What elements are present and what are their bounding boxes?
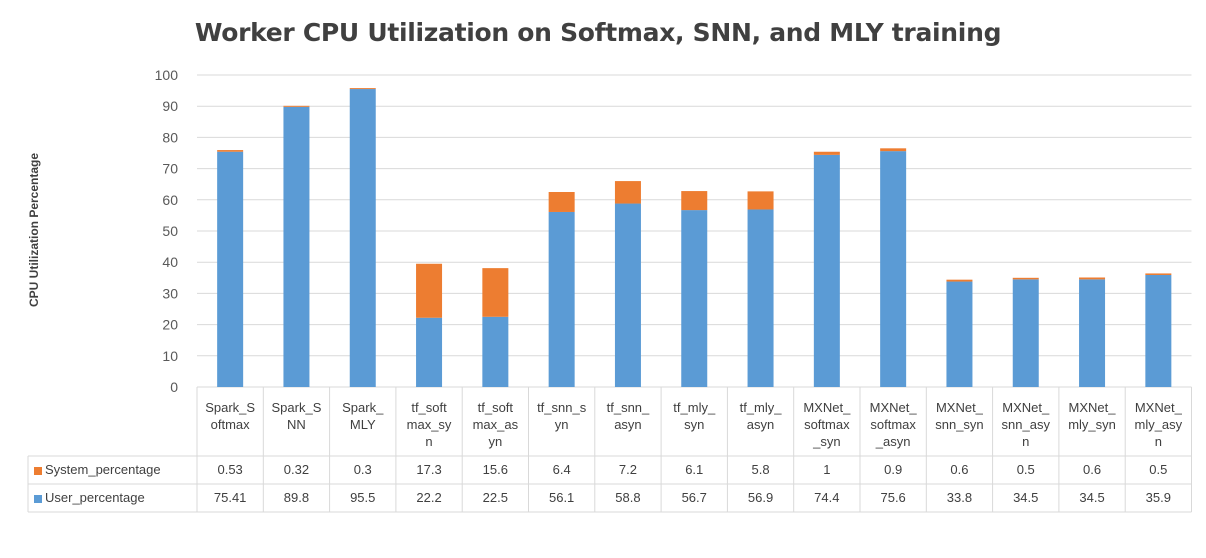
data-label: 75.41 [213, 490, 247, 505]
bar-system-percentage [813, 151, 840, 155]
data-label: 35.9 [1145, 490, 1171, 505]
bar-user-percentage [813, 154, 840, 387]
bar-user-percentage [747, 209, 774, 387]
y-tick-label: 20 [162, 317, 178, 333]
bar-user-percentage [283, 106, 310, 387]
y-tick-label: 60 [162, 192, 178, 208]
bar-system-percentage [946, 279, 973, 282]
x-tick-label: tf_soft max_as yn [472, 400, 519, 449]
bar-system-percentage [349, 88, 376, 90]
bar-user-percentage [349, 89, 376, 387]
x-tick-label: tf_snn_ asyn [606, 400, 650, 432]
chart-title: Worker CPU Utilization on Softmax, SNN, … [194, 18, 1002, 47]
bar-user-percentage [681, 210, 708, 387]
y-tick-label: 40 [162, 254, 178, 270]
data-label: 15.6 [482, 462, 508, 477]
data-label: 0.9 [884, 462, 903, 477]
x-tick-label: Spark_ MLY [342, 400, 384, 432]
data-label: 56.9 [747, 490, 774, 505]
data-label: 5.8 [751, 462, 770, 477]
y-tick-label: 90 [162, 98, 178, 114]
data-label: 0.53 [217, 462, 243, 477]
data-label: 0.6 [1083, 462, 1102, 477]
bar-system-percentage [416, 263, 443, 318]
data-label: 0.32 [283, 462, 310, 477]
data-label: 34.5 [1013, 490, 1039, 505]
data-label: 0.3 [353, 462, 372, 477]
bar-system-percentage [880, 148, 907, 152]
data-label: 75.6 [880, 490, 906, 505]
data-label: 74.4 [814, 490, 840, 505]
x-tick-label: Spark_S NN [271, 400, 322, 432]
data-label: 56.1 [548, 490, 575, 505]
legend-swatch [34, 494, 42, 503]
x-tick-label: MXNet_ mly_asy n [1134, 400, 1183, 449]
bar-user-percentage [880, 151, 907, 387]
data-label: 34.5 [1079, 490, 1105, 505]
x-tick-label: tf_snn_s yn [537, 400, 587, 432]
data-label: 33.8 [946, 490, 973, 505]
bar-user-percentage [946, 281, 973, 387]
data-label: 58.8 [615, 490, 641, 505]
y-tick-label: 80 [162, 129, 178, 145]
bar-system-percentage [614, 181, 641, 204]
legend-label: User_percentage [45, 490, 145, 505]
data-label: 95.5 [350, 490, 376, 505]
legend-user-percentage: User_percentage [34, 490, 145, 505]
bar-user-percentage [1079, 279, 1106, 387]
legend-system-percentage: System_percentage [34, 462, 161, 477]
y-tick-label: 50 [162, 223, 178, 239]
y-tick-label: 100 [155, 67, 179, 83]
data-label: 56.7 [681, 490, 707, 505]
bar-user-percentage [548, 211, 575, 387]
x-tick-label: MXNet_ softmax _syn [803, 400, 851, 449]
bar-system-percentage [217, 150, 244, 152]
data-label: 17.3 [416, 462, 442, 477]
bar-system-percentage [747, 191, 774, 210]
bar-system-percentage [1012, 277, 1039, 280]
data-label: 22.5 [482, 490, 508, 505]
bar-user-percentage [217, 151, 244, 387]
bar-user-percentage [614, 203, 641, 387]
data-label: 1 [823, 462, 831, 477]
x-tick-label: MXNet_ mly_syn [1068, 400, 1116, 432]
legend-label: System_percentage [45, 462, 161, 477]
bar-user-percentage [1145, 274, 1172, 387]
bar-system-percentage [1079, 277, 1106, 280]
x-tick-label: tf_soft max_sy n [406, 400, 452, 449]
x-tick-label: MXNet_ snn_asy n [1001, 400, 1050, 449]
bar-user-percentage [1012, 279, 1039, 387]
bar-system-percentage [681, 191, 708, 211]
data-label: 0.5 [1149, 462, 1168, 477]
bar-system-percentage [548, 192, 575, 212]
legend-swatch [34, 466, 42, 475]
data-label: 6.4 [552, 462, 571, 477]
x-tick-label: MXNet_ snn_syn [935, 400, 984, 432]
x-tick-label: tf_mly_ syn [673, 400, 716, 432]
y-tick-label: 0 [170, 379, 178, 395]
bar-system-percentage [283, 105, 310, 107]
data-label: 89.8 [283, 490, 310, 505]
data-label: 22.2 [416, 490, 442, 505]
x-tick-label: Spark_S oftmax [205, 400, 256, 432]
y-tick-label: 70 [162, 161, 178, 177]
x-tick-label: tf_mly_ asyn [739, 400, 782, 432]
y-tick-label: 10 [162, 348, 178, 364]
data-label: 7.2 [618, 462, 637, 477]
y-tick-label: 30 [162, 285, 178, 301]
bar-system-percentage [482, 268, 509, 317]
x-tick-label: MXNet_ softmax _asyn [869, 400, 917, 449]
data-label: 0.5 [1016, 462, 1035, 477]
bar-user-percentage [416, 317, 443, 387]
bar-system-percentage [1145, 273, 1172, 275]
bar-user-percentage [482, 316, 509, 387]
data-label: 0.6 [950, 462, 969, 477]
data-label: 6.1 [685, 462, 704, 477]
